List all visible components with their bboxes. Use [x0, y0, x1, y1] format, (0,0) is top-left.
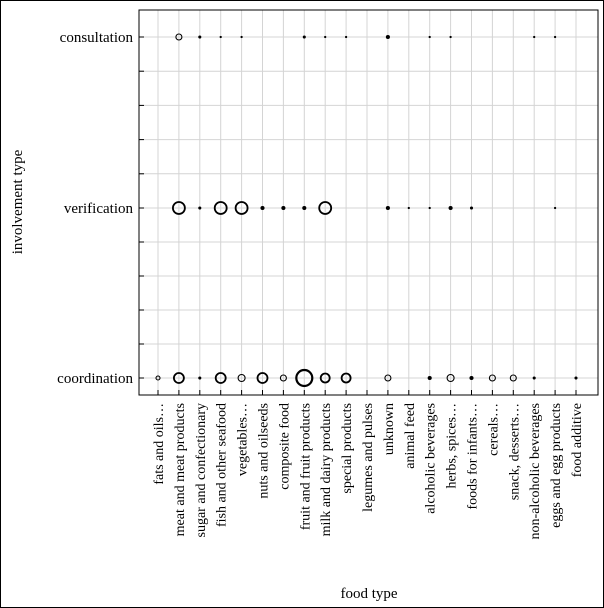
- data-point: [385, 34, 390, 40]
- x-tick-label: snack, desserts…: [507, 403, 522, 500]
- data-point: [234, 201, 249, 215]
- x-tick-label: cereals…: [486, 403, 501, 456]
- data-point: [198, 206, 202, 210]
- data-point: [175, 33, 183, 41]
- y-axis-label: involvement type: [10, 149, 26, 254]
- plot-area-border: [138, 9, 599, 396]
- data-point: [533, 35, 536, 39]
- data-point: [385, 205, 390, 211]
- x-tick-label: composite food: [277, 403, 292, 490]
- data-point: [318, 201, 333, 215]
- data-point: [340, 372, 352, 384]
- x-tick-label: foods for infants…: [466, 403, 481, 510]
- x-tick-label: sugar and confectionary: [194, 403, 209, 538]
- data-point: [219, 35, 222, 39]
- x-tick-label: food additive: [570, 403, 585, 477]
- data-point: [553, 35, 557, 39]
- data-point: [302, 205, 307, 211]
- x-tick-label: herbs, spices…: [445, 403, 460, 489]
- data-point: [574, 376, 578, 380]
- data-point: [469, 206, 474, 210]
- data-point: [198, 376, 202, 380]
- y-tick-label: consultation: [60, 30, 134, 46]
- y-tick-label: coordination: [57, 371, 133, 387]
- data-point: [324, 35, 327, 39]
- data-point: [240, 35, 243, 39]
- data-point: [237, 373, 246, 383]
- data-point: [295, 368, 314, 388]
- data-point: [344, 35, 348, 39]
- data-point: [319, 372, 331, 384]
- x-tick-label: eggs and egg products: [549, 403, 564, 528]
- x-tick-label: fats and oils…: [152, 403, 167, 485]
- x-axis-label: food type: [340, 586, 397, 602]
- x-tick-label: meat and meat products: [173, 403, 188, 536]
- data-point: [427, 375, 432, 381]
- data-point: [155, 375, 161, 381]
- x-tick-label: non-alcoholic beverages: [528, 403, 543, 539]
- data-point: [509, 374, 517, 382]
- data-point: [449, 35, 452, 39]
- data-point: [469, 375, 474, 381]
- x-tick-label: nuts and oilseeds: [257, 403, 272, 499]
- data-point: [198, 35, 202, 39]
- data-point: [256, 372, 269, 384]
- x-tick-label: legumes and pulses: [361, 403, 376, 512]
- x-tick-label: alcoholic beverages: [424, 403, 439, 514]
- x-tick-label: fish and other seafood: [215, 403, 230, 527]
- x-tick-label: special products: [340, 403, 355, 494]
- data-point: [260, 205, 265, 211]
- data-point: [488, 374, 496, 382]
- data-point: [281, 205, 286, 211]
- data-point: [532, 376, 536, 380]
- data-point: [446, 373, 455, 383]
- data-point: [214, 372, 227, 384]
- data-point: [428, 206, 431, 210]
- data-point: [302, 35, 306, 39]
- data-point: [407, 206, 410, 210]
- x-tick-label: vegetables…: [236, 403, 251, 476]
- data-point: [171, 201, 186, 215]
- x-tick-label: unknown: [382, 403, 397, 455]
- x-tick-label: milk and dairy products: [319, 403, 334, 536]
- data-point: [279, 374, 287, 382]
- grid-lines: [139, 10, 598, 395]
- data-point: [428, 35, 431, 39]
- axis-ticks: [139, 36, 577, 395]
- y-tick-labels: coordination verification consultation: [57, 30, 133, 387]
- x-tick-label: animal feed: [403, 403, 418, 469]
- x-tick-labels: fats and oils… meat and meat products suga…: [152, 403, 585, 539]
- data-point: [448, 205, 453, 211]
- data-points: [155, 33, 578, 388]
- data-point: [213, 201, 228, 215]
- data-point: [553, 206, 557, 210]
- x-tick-label: fruit and fruit products: [298, 403, 313, 530]
- y-tick-label: verification: [64, 201, 134, 217]
- data-point: [172, 372, 185, 384]
- data-point: [384, 374, 392, 382]
